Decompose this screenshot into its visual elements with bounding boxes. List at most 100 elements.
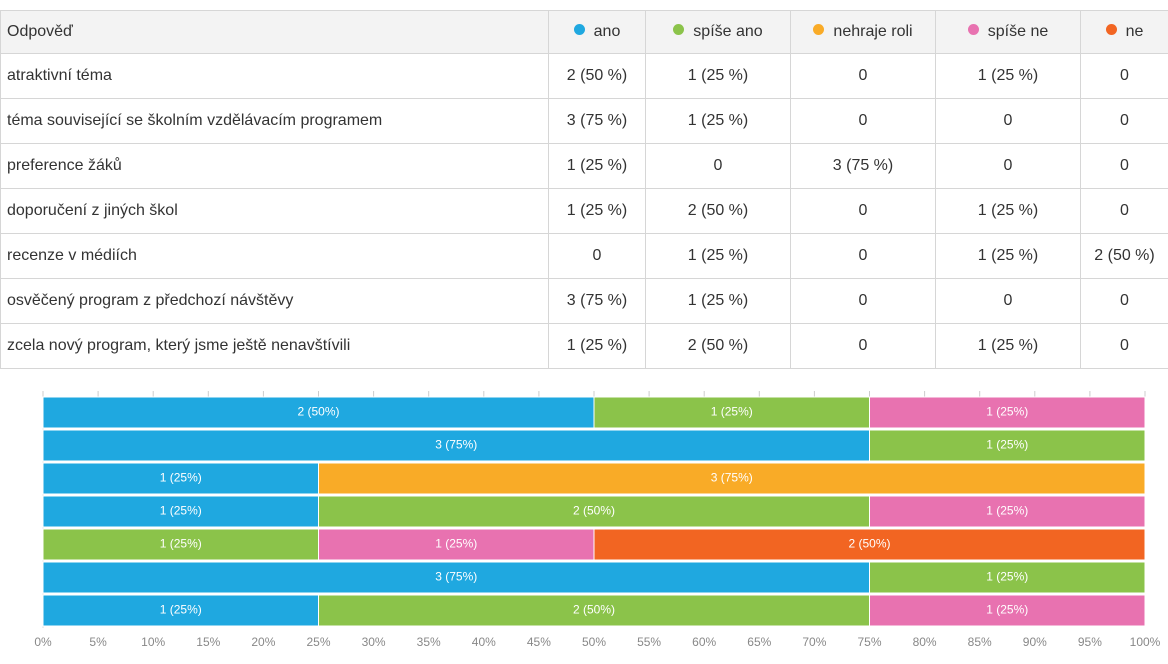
legend-dot [967,24,979,35]
legend-label: nehraje roli [833,23,913,40]
table-cell: 1 (25 %) [548,188,646,234]
table-cell: 0 [790,98,936,144]
table-cell: 1 (25 %) [935,53,1081,99]
bar-label: 1 (25%) [986,405,1028,419]
legend-cell: ne [1080,10,1168,54]
bar-label: 2 (50%) [297,405,339,419]
table-cell: 0 [1080,188,1168,234]
legend-cell: ano [548,10,646,54]
x-tick-label: 55% [637,635,661,649]
legend-cell: spíše ne [935,10,1081,54]
table-cell: 1 (25 %) [935,233,1081,279]
bar-label: 1 (25%) [160,504,202,518]
header-cell: Odpověď [0,10,549,54]
bar-label: 1 (25%) [986,570,1028,584]
header-row: Odpověď ano spíše ano nehraje roli spíše ne… [0,10,1168,54]
table-cell: 1 (25 %) [935,323,1081,369]
x-tick-label: 35% [417,635,441,649]
x-tick-label: 10% [141,635,165,649]
table-row: recenze v médiích 0 1 (25 %) 0 1 (25 %) 2 (50… [0,233,1168,279]
table-cell: 3 (75 %) [548,278,646,324]
bar-label: 2 (50%) [573,504,615,518]
table-cell: 0 [548,233,646,279]
results-table: Odpověď ano spíše ano nehraje roli spíše ne… [0,10,1168,369]
x-tick-label: 15% [196,635,220,649]
table-cell: 1 (25 %) [548,143,646,189]
table-cell: 1 (25 %) [645,98,791,144]
x-tick-label: 45% [527,635,551,649]
table-cell: téma související se školním vzdělávacím … [0,98,549,144]
bar-segment [869,429,1146,462]
table-cell: 0 [790,188,936,234]
bar-segment [318,462,1146,495]
table-cell: 3 (75 %) [548,98,646,144]
legend-dot [813,24,825,35]
x-tick-label: 20% [251,635,275,649]
bar-segment [42,429,870,462]
table-cell: 2 (50 %) [548,53,646,99]
x-tick-label: 0% [34,635,52,649]
bar-label: 3 (75%) [435,438,477,452]
bar-label: 2 (50%) [573,603,615,617]
table-cell: 0 [935,143,1081,189]
table-cell: recenze v médiích [0,233,549,279]
table-row: doporučení z jiných škol 1 (25 %) 2 (50 %)… [0,188,1168,234]
bar-label: 1 (25%) [435,537,477,551]
bar-segment [869,594,1146,627]
table-cell: 1 (25 %) [935,188,1081,234]
bar-label: 1 (25%) [160,537,202,551]
x-tick-label: 95% [1078,635,1102,649]
table-row: téma související se školním vzdělávacím … [0,98,1168,144]
table-cell: 1 (25 %) [645,53,791,99]
table-cell: 1 (25 %) [645,233,791,279]
bar-segment [869,396,1146,429]
bar-label: 1 (25%) [986,438,1028,452]
table-cell: osvěčený program z předchozí návštěvy [0,278,549,324]
x-tick-label: 75% [857,635,881,649]
bar-label: 1 (25%) [160,471,202,485]
bar-label: 1 (25%) [160,603,202,617]
bar-segment [42,594,319,627]
table-cell: 1 (25 %) [548,323,646,369]
bar-segment [869,495,1146,528]
table-cell: 3 (75 %) [790,143,936,189]
legend-dot [573,24,585,35]
table-row: zcela nový program, který jsme ještě nen… [0,323,1168,369]
table-cell: 0 [790,323,936,369]
x-tick-label: 80% [913,635,937,649]
table-cell: 0 [790,53,936,99]
table-cell: 1 (25 %) [645,278,791,324]
table-cell: 0 [1080,278,1168,324]
x-tick-label: 90% [1023,635,1047,649]
table-cell: 0 [1080,53,1168,99]
table-cell: 0 [645,143,791,189]
x-tick-label: 100% [1130,635,1161,649]
x-tick-label: 30% [362,635,386,649]
table-cell: 0 [935,278,1081,324]
table-cell: zcela nový program, který jsme ještě nen… [0,323,549,369]
table-row: atraktivní téma 2 (50 %) 1 (25 %) 0 1 (25 %)… [0,53,1168,99]
table-cell: 0 [935,98,1081,144]
table-cell: 0 [1080,143,1168,189]
table-cell: 0 [790,278,936,324]
bar-segment [869,561,1146,594]
bar-label: 1 (25%) [711,405,753,419]
bar-segment [42,462,319,495]
bar-segment [42,495,319,528]
x-tick-label: 50% [582,635,606,649]
legend-cell: spíše ano [645,10,791,54]
legend-label: ano [593,23,621,40]
table-cell: 0 [790,233,936,279]
table-cell: atraktivní téma [0,53,549,99]
legend-dot [1105,24,1117,35]
x-tick-label: 70% [802,635,826,649]
table-cell: preference žáků [0,143,549,189]
table-cell: 0 [1080,323,1168,369]
bar-label: 3 (75%) [711,471,753,485]
bar-segment [593,528,1146,561]
table-cell: 2 (50 %) [645,323,791,369]
legend-dot [673,24,685,35]
legend-label: ne [1125,23,1144,40]
legend-label: spíše ano [693,23,763,40]
